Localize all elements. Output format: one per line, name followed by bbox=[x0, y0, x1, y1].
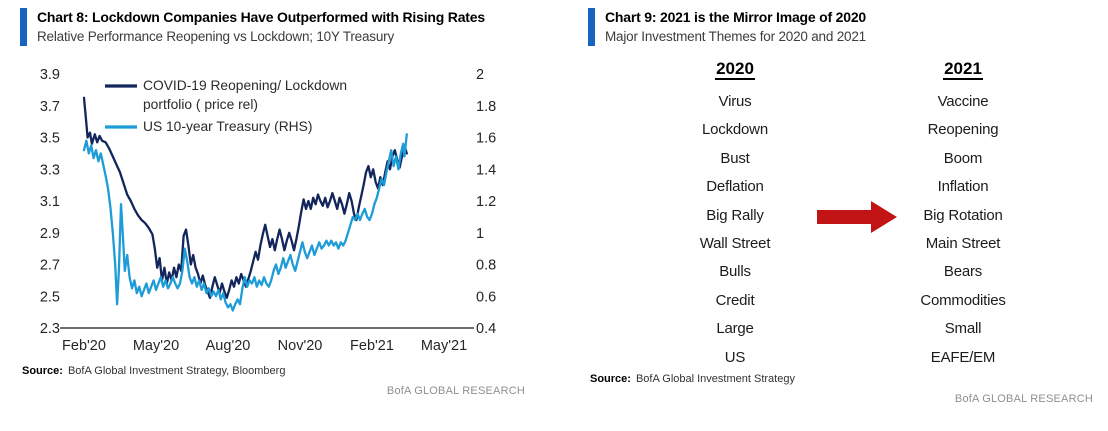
theme-item: US bbox=[724, 348, 746, 366]
x-axis-label: May'20 bbox=[133, 338, 179, 354]
themes-table: 2020 Virus Lockdown Bust Deflation Big Rally W… bbox=[588, 54, 1093, 370]
theme-item: Credit bbox=[715, 291, 755, 309]
column-header: 2020 bbox=[715, 59, 755, 80]
chart9-header: Chart 9: 2021 is the Mirror Image of 202… bbox=[588, 8, 1093, 46]
legend-label: portfolio ( price rel) bbox=[143, 97, 258, 112]
y-axis-right-tick: 1 bbox=[476, 226, 484, 242]
theme-item: Big Rotation bbox=[923, 206, 1003, 224]
theme-item: Commodities bbox=[920, 291, 1006, 309]
y-axis-left-tick: 2.5 bbox=[40, 289, 60, 305]
y-axis-right-tick: 2 bbox=[476, 67, 484, 83]
column-header: 2021 bbox=[943, 59, 983, 80]
chart8-source: Source: BofA Global Investment Strategy, … bbox=[20, 364, 525, 378]
theme-column-2021: 2021 Vaccine Reopening Boom Inflation Big Rot… bbox=[843, 54, 1083, 372]
y-axis-left-tick: 3.3 bbox=[40, 162, 60, 178]
y-axis-left-tick: 3.5 bbox=[40, 131, 60, 147]
y-axis-right-tick: 0.6 bbox=[476, 289, 496, 305]
x-axis-label: May'21 bbox=[421, 338, 467, 354]
research-tag: BofA GLOBAL RESEARCH bbox=[954, 393, 1093, 405]
theme-item: Boom bbox=[943, 149, 983, 167]
theme-item: Large bbox=[716, 320, 754, 338]
theme-item: Inflation bbox=[937, 178, 989, 196]
theme-item: Bust bbox=[720, 149, 750, 167]
theme-item: Lockdown bbox=[702, 121, 768, 139]
chart8-header: Chart 8: Lockdown Companies Have Outperf… bbox=[20, 8, 525, 46]
legend-label: COVID-19 Reopening/ Lockdown bbox=[143, 78, 347, 93]
y-axis-right-tick: 1.2 bbox=[476, 194, 496, 210]
chart8-svg: 3.9 3.7 3.5 3.3 3.1 2.9 2.7 2.5 2.3 2 1.8 1.6 1.4 1.2… bbox=[40, 67, 496, 354]
x-axis-label: Aug'20 bbox=[206, 338, 251, 354]
theme-item: Main Street bbox=[925, 234, 1001, 252]
source-label: Source: bbox=[590, 373, 631, 385]
theme-item: Bears bbox=[943, 263, 983, 281]
theme-item: Wall Street bbox=[699, 234, 771, 252]
source-text: BofA Global Investment Strategy, Bloombe… bbox=[67, 365, 286, 377]
theme-item: Small bbox=[944, 320, 982, 338]
theme-item: Vaccine bbox=[937, 93, 989, 110]
chart8-panel: Chart 8: Lockdown Companies Have Outperf… bbox=[20, 8, 525, 397]
theme-item: Deflation bbox=[706, 178, 764, 196]
chart9-title: Chart 9: 2021 is the Mirror Image of 202… bbox=[605, 9, 867, 25]
chart9-source: Source: BofA Global Investment Strategy bbox=[588, 372, 1093, 386]
y-axis-right-tick: 1.8 bbox=[476, 99, 496, 115]
line-chart: 3.9 3.7 3.5 3.3 3.1 2.9 2.7 2.5 2.3 2 1.8 1.6 1.4 1.2… bbox=[20, 50, 525, 362]
theme-item: Big Rally bbox=[706, 206, 764, 224]
y-axis-right-tick: 1.4 bbox=[476, 162, 496, 178]
y-axis-right-tick: 1.6 bbox=[476, 131, 496, 147]
y-axis-left-tick: 3.7 bbox=[40, 99, 60, 115]
right-arrow-icon bbox=[817, 201, 897, 233]
theme-item: EAFE/EM bbox=[930, 348, 996, 366]
source-text: BofA Global Investment Strategy bbox=[635, 373, 795, 385]
chart9-panel: Chart 9: 2021 is the Mirror Image of 202… bbox=[588, 8, 1093, 405]
y-axis-right-tick: 0.8 bbox=[476, 258, 496, 274]
chart9-subtitle: Major Investment Themes for 2020 and 202… bbox=[605, 29, 866, 44]
series-line-us-10y-treasury bbox=[82, 133, 408, 312]
y-axis-left-tick: 2.7 bbox=[40, 258, 60, 274]
research-tag: BofA GLOBAL RESEARCH bbox=[386, 385, 525, 397]
theme-column-2020: 2020 Virus Lockdown Bust Deflation Big Rally W… bbox=[615, 54, 855, 372]
theme-item: Virus bbox=[718, 93, 752, 110]
y-axis-left-tick: 2.9 bbox=[40, 226, 60, 242]
x-axis-label: Feb'20 bbox=[62, 338, 106, 354]
theme-item: Bulls bbox=[719, 263, 751, 281]
y-axis-left-tick: 3.1 bbox=[40, 194, 60, 210]
theme-item: Reopening bbox=[927, 121, 999, 139]
y-axis-left-tick: 2.3 bbox=[40, 321, 60, 337]
legend-label: US 10-year Treasury (RHS) bbox=[143, 119, 312, 134]
x-axis-label: Feb'21 bbox=[350, 338, 394, 354]
y-axis-right-tick: 0.4 bbox=[476, 321, 496, 337]
chart8-title: Chart 8: Lockdown Companies Have Outperf… bbox=[37, 9, 485, 25]
source-label: Source: bbox=[22, 365, 63, 377]
x-axis-label: Nov'20 bbox=[278, 338, 323, 354]
chart8-subtitle: Relative Performance Reopening vs Lockdo… bbox=[37, 29, 394, 44]
y-axis-left-tick: 3.9 bbox=[40, 67, 60, 83]
